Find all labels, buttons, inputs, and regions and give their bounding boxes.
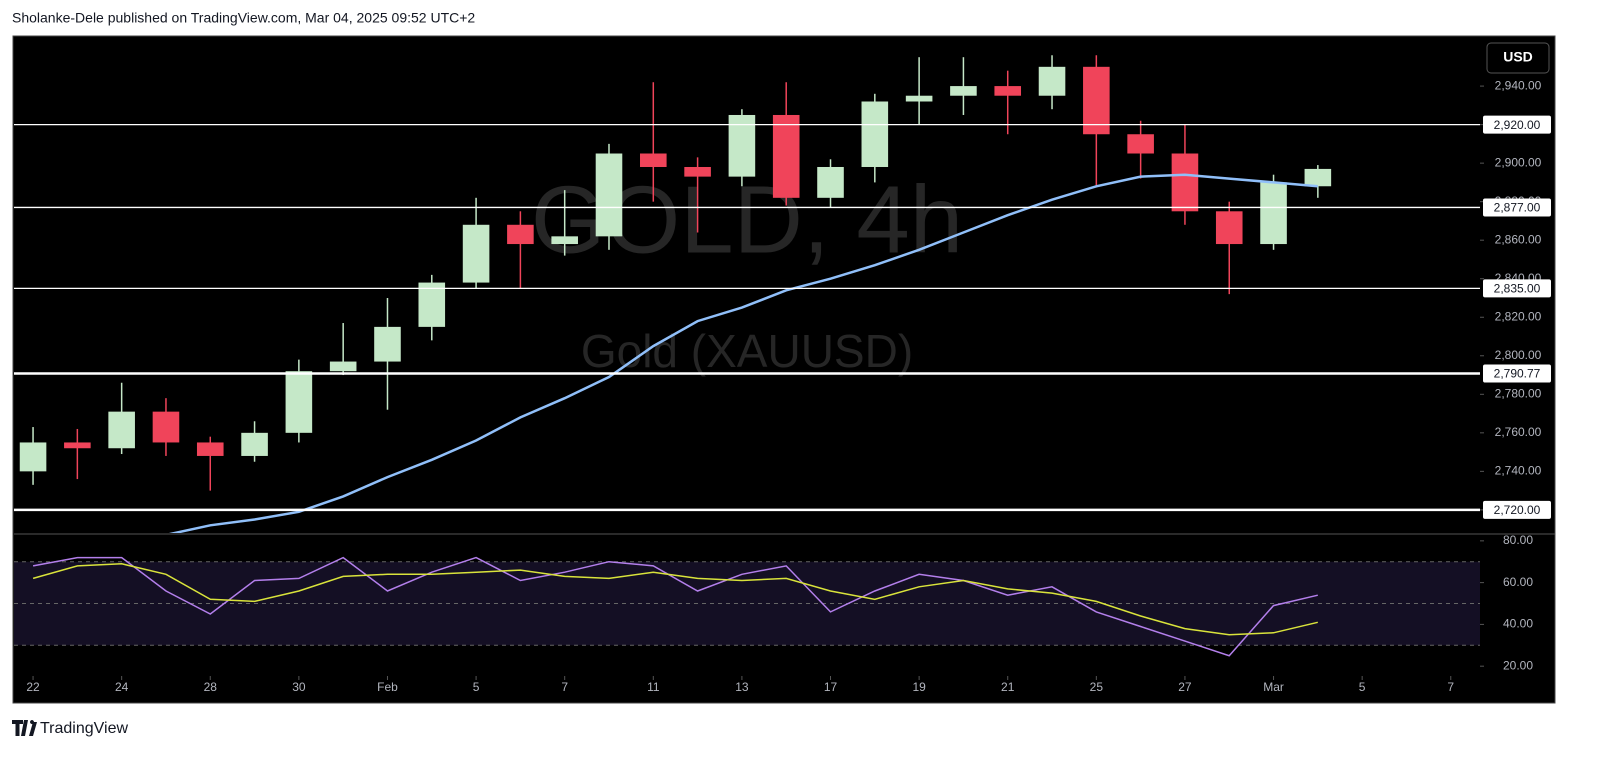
candle-body (374, 326, 401, 362)
moving-average (168, 173, 1318, 533)
y-tick-label: 40.00 (1503, 617, 1533, 631)
rsi-pane (14, 556, 1480, 657)
candle-body (241, 432, 268, 456)
candle-body (196, 442, 224, 456)
header: Sholanke-Dele published on TradingView.c… (12, 10, 475, 26)
candle-body (1304, 168, 1332, 187)
y-tick-label: 2,940.00 (1495, 78, 1542, 92)
level-label-bg (1483, 279, 1551, 298)
candle-body (1127, 134, 1154, 154)
x-tick-label: Feb (377, 680, 398, 694)
y-tick-label: 2,740.00 (1495, 464, 1542, 478)
level-label-bg (1483, 364, 1551, 383)
candle-body (861, 101, 889, 167)
candle-body (772, 114, 800, 198)
x-tick-label: 27 (1178, 680, 1192, 694)
x-tick-label: 22 (26, 680, 40, 694)
y-tick-label: 2,900.00 (1495, 155, 1542, 169)
level-label-bg (1483, 198, 1551, 217)
x-tick-label: 5 (473, 680, 480, 694)
y-tick-label: 2,860.00 (1495, 232, 1542, 246)
candle-body (418, 282, 446, 327)
y-tick-label: 80.00 (1503, 533, 1533, 547)
rsi-line (32, 556, 1318, 657)
x-tick-label: 21 (1001, 680, 1015, 694)
price-pane (19, 55, 1332, 533)
level-label-bg (1483, 115, 1551, 134)
candle-body (329, 361, 357, 372)
candle-body (595, 153, 623, 237)
level-label-bg (1483, 500, 1551, 519)
y-tick-label: 2,800.00 (1495, 348, 1542, 362)
y-tick-label: 60.00 (1503, 575, 1533, 589)
candle-body (905, 95, 933, 102)
candle-body (817, 166, 844, 198)
x-tick-label: 30 (292, 680, 306, 694)
tv-logo (12, 720, 37, 736)
footer-brand: TradingView (40, 720, 128, 737)
y-tick-label: 2,760.00 (1495, 425, 1542, 439)
rsi-band (14, 561, 1480, 646)
candle-body (1038, 66, 1066, 96)
level-label: 2,790.77 (1494, 367, 1541, 381)
candle-body (1171, 153, 1199, 212)
x-tick-label: 7 (561, 680, 568, 694)
y-tick-label: 20.00 (1503, 658, 1533, 672)
x-tick-label: 11 (647, 680, 660, 694)
level-label: 2,720.00 (1494, 503, 1541, 517)
candle-body (684, 166, 711, 177)
candle-body (950, 86, 977, 96)
x-tick-label: 5 (1359, 680, 1366, 694)
candle-body (285, 371, 313, 433)
candle-body (152, 411, 180, 443)
candle-body (64, 442, 91, 449)
candle-body (1215, 211, 1243, 245)
x-tick-label: 13 (735, 680, 749, 694)
x-tick-label: 28 (204, 680, 218, 694)
currency-button[interactable] (1486, 42, 1550, 74)
currency-label: USD (1503, 49, 1533, 65)
watermark-subtitle: Gold (XAUUSD) (581, 325, 913, 377)
x-tick-label: 19 (912, 680, 926, 694)
x-tick-label: 17 (824, 680, 838, 694)
candle-body (19, 442, 47, 472)
y-tick-label: 2,820.00 (1495, 309, 1542, 323)
x-tick-label: 25 (1090, 680, 1104, 694)
candle-body (462, 224, 490, 283)
candle-body (994, 86, 1022, 96)
x-tick-label: 24 (115, 680, 129, 694)
candle-body (640, 153, 667, 167)
x-tick-label: 7 (1447, 680, 1454, 694)
level-label: 2,835.00 (1494, 282, 1541, 296)
candle-body (1260, 182, 1287, 245)
level-label: 2,920.00 (1494, 118, 1541, 132)
candle-body (507, 224, 534, 245)
rsi-average (32, 563, 1318, 636)
x-tick-label: Mar (1263, 680, 1284, 694)
candle-body (108, 411, 135, 449)
candle-body (1083, 66, 1110, 135)
y-tick-label: 2,780.00 (1495, 386, 1542, 400)
level-label: 2,877.00 (1494, 201, 1541, 215)
candle-body (551, 236, 578, 245)
